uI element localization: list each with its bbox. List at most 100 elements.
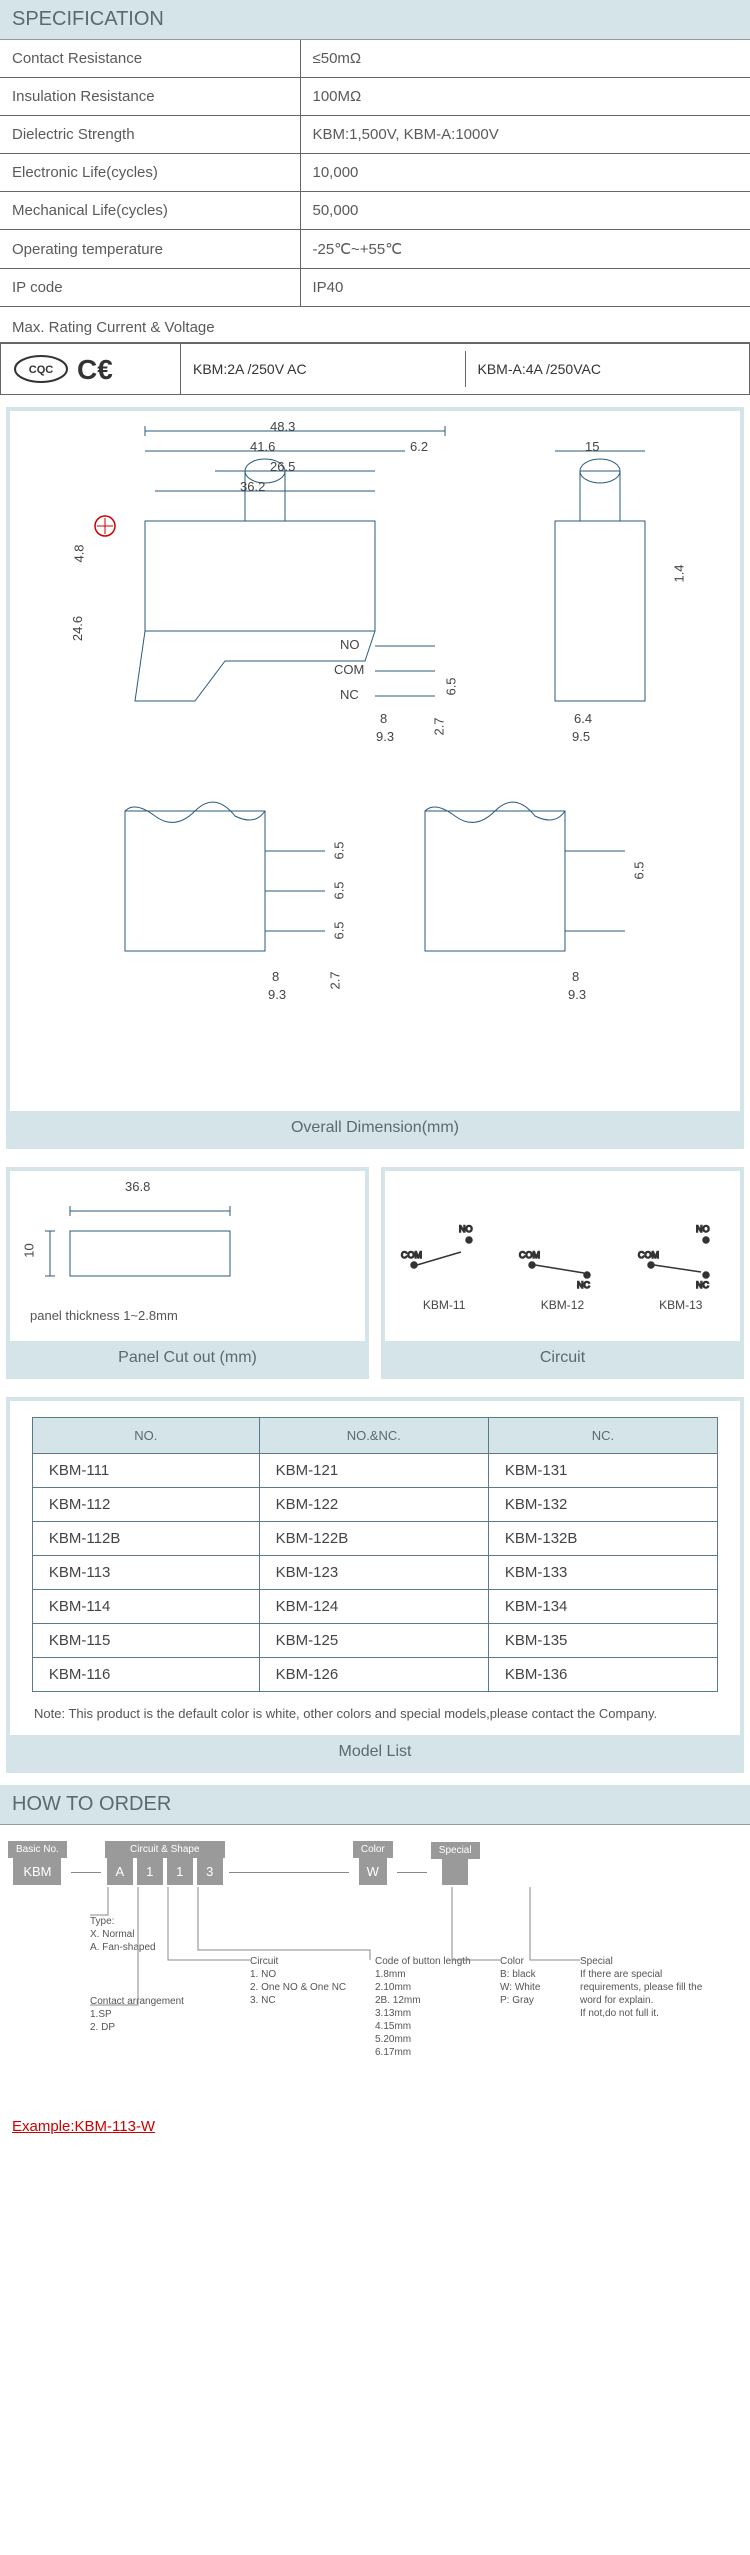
- specification-header: SPECIFICATION: [0, 0, 750, 40]
- rating-row: CQC C€ KBM:2A /250V AC KBM-A:4A /250VAC: [0, 343, 750, 395]
- order-color-notes: Color B: black W: White P: Gray: [500, 1955, 540, 2007]
- dim-65d: 6.5: [332, 921, 347, 939]
- dim-41-6: 41.6: [250, 439, 275, 454]
- spec-value: 10,000: [300, 154, 750, 192]
- spec-value: 100MΩ: [300, 78, 750, 116]
- dim-48-3: 48.3: [270, 419, 295, 434]
- cutout-h: 10: [22, 1243, 37, 1257]
- model-cell: KBM-115: [32, 1624, 259, 1658]
- model-row: KBM-112BKBM-122BKBM-132B: [32, 1522, 717, 1556]
- model-cell: KBM-125: [259, 1624, 488, 1658]
- dim-65c: 6.5: [332, 881, 347, 899]
- model-cell: KBM-135: [488, 1624, 717, 1658]
- svg-text:COM: COM: [401, 1250, 422, 1260]
- model-cell: KBM-126: [259, 1658, 488, 1692]
- spec-label: Insulation Resistance: [0, 78, 300, 116]
- cutout-w: 36.8: [125, 1179, 150, 1194]
- dim-15: 15: [585, 439, 599, 454]
- svg-text:CQC: CQC: [29, 364, 54, 376]
- panel-cutout-diagram: 36.8 10 panel thickness 1~2.8mm: [10, 1171, 365, 1341]
- spec-label: Operating temperature: [0, 230, 300, 269]
- dim-com: COM: [334, 662, 364, 677]
- dim-26-5: 26.5: [270, 459, 295, 474]
- model-row: KBM-113KBM-123KBM-133: [32, 1556, 717, 1590]
- order-section: Basic No. KBM Circuit & Shape A 1 1 3 Co…: [0, 1825, 750, 2145]
- dim-8c: 8: [572, 969, 579, 984]
- model-cell: KBM-113: [32, 1556, 259, 1590]
- dim-14: 1.4: [672, 564, 687, 582]
- spec-value: IP40: [300, 269, 750, 307]
- order-c3: 3: [197, 1858, 223, 1885]
- dim-36-2: 36.2: [240, 479, 265, 494]
- model-cell: KBM-131: [488, 1454, 717, 1488]
- model-header: NC.: [488, 1418, 717, 1454]
- model-cell: KBM-114: [32, 1590, 259, 1624]
- svg-text:COM: COM: [519, 1250, 540, 1260]
- order-circuit-notes: Circuit 1. NO 2. One NO & One NC 3. NC: [250, 1955, 346, 2007]
- dimension-diagram: 48.3 41.6 6.2 26.5 36.2 15 4.8 24.6 NO C…: [10, 411, 740, 1111]
- order-contact-notes: Contact arrangement 1.SP 2. DP: [90, 1995, 184, 2034]
- model-cell: KBM-132: [488, 1488, 717, 1522]
- svg-text:NC: NC: [696, 1280, 709, 1290]
- model-cell: KBM-132B: [488, 1522, 717, 1556]
- order-color: W: [359, 1858, 387, 1885]
- model-table: NO.NO.&NC.NC. KBM-111KBM-121KBM-131KBM-1…: [32, 1417, 718, 1692]
- order-example: Example:KBM-113-W: [12, 2118, 155, 2135]
- ce-icon: C€: [77, 354, 123, 384]
- spec-row: IP codeIP40: [0, 269, 750, 307]
- specification-table: Contact Resistance≤50mΩInsulation Resist…: [0, 40, 750, 307]
- model-row: KBM-116KBM-126KBM-136: [32, 1658, 717, 1692]
- svg-text:NC: NC: [577, 1280, 590, 1290]
- model-row: KBM-112KBM-122KBM-132: [32, 1488, 717, 1522]
- dim-93b: 9.3: [268, 987, 286, 1002]
- order-c2: 1: [167, 1858, 193, 1885]
- dim-no: NO: [340, 637, 360, 652]
- spec-row: Dielectric StrengthKBM:1,500V, KBM-A:100…: [0, 116, 750, 154]
- rating-kbm: KBM:2A /250V AC: [181, 351, 466, 387]
- dim-93c: 9.3: [568, 987, 586, 1002]
- model-cell: KBM-134: [488, 1590, 717, 1624]
- model-cell: KBM-121: [259, 1454, 488, 1488]
- spec-row: Mechanical Life(cycles)50,000: [0, 192, 750, 230]
- model-list-label: Model List: [10, 1735, 740, 1769]
- dim-93a: 9.3: [376, 729, 394, 744]
- spec-value: 50,000: [300, 192, 750, 230]
- dim-4-8: 4.8: [72, 544, 87, 562]
- model-cell: KBM-133: [488, 1556, 717, 1590]
- circuit-item: COMNCKBM-12: [517, 1220, 607, 1312]
- order-code-notes: Code of button length 1.8mm 2.10mm 2B. 1…: [375, 1955, 471, 2059]
- dim-65a: 6.5: [444, 677, 459, 695]
- spec-value: KBM:1,500V, KBM-A:1000V: [300, 116, 750, 154]
- spec-row: Insulation Resistance100MΩ: [0, 78, 750, 116]
- order-basic-header: Basic No.: [8, 1841, 67, 1858]
- spec-value: -25℃~+55℃: [300, 230, 750, 269]
- dim-27a: 2.7: [432, 717, 447, 735]
- how-to-order-header: HOW TO ORDER: [0, 1785, 750, 1825]
- circuit-item: COMNONCKBM-13: [636, 1220, 726, 1312]
- model-row: KBM-115KBM-125KBM-135: [32, 1624, 717, 1658]
- order-special-notes: Special If there are special requirement…: [580, 1955, 720, 2020]
- circuit-diagram: COMNOKBM-11COMNCKBM-12COMNONCKBM-13: [385, 1171, 740, 1341]
- dim-64: 6.4: [574, 711, 592, 726]
- dim-27b: 2.7: [328, 971, 343, 989]
- model-row: KBM-114KBM-124KBM-134: [32, 1590, 717, 1624]
- spec-label: Electronic Life(cycles): [0, 154, 300, 192]
- svg-text:COM: COM: [638, 1250, 659, 1260]
- spec-row: Contact Resistance≤50mΩ: [0, 40, 750, 78]
- panel-cutout-label: Panel Cut out (mm): [10, 1341, 365, 1375]
- model-cell: KBM-111: [32, 1454, 259, 1488]
- model-cell: KBM-136: [488, 1658, 717, 1692]
- model-header: NO.: [32, 1418, 259, 1454]
- cutout-thickness: panel thickness 1~2.8mm: [30, 1308, 345, 1323]
- cqc-icon: CQC: [13, 354, 69, 384]
- dim-8b: 8: [272, 969, 279, 984]
- cert-icons: CQC C€: [1, 344, 181, 394]
- order-special: [442, 1859, 468, 1885]
- dim-nc: NC: [340, 687, 359, 702]
- dim-65e: 6.5: [632, 861, 647, 879]
- model-cell: KBM-122B: [259, 1522, 488, 1556]
- model-cell: KBM-116: [32, 1658, 259, 1692]
- spec-label: Contact Resistance: [0, 40, 300, 78]
- panel-cutout-box: 36.8 10 panel thickness 1~2.8mm Panel Cu…: [6, 1167, 369, 1379]
- spec-label: Mechanical Life(cycles): [0, 192, 300, 230]
